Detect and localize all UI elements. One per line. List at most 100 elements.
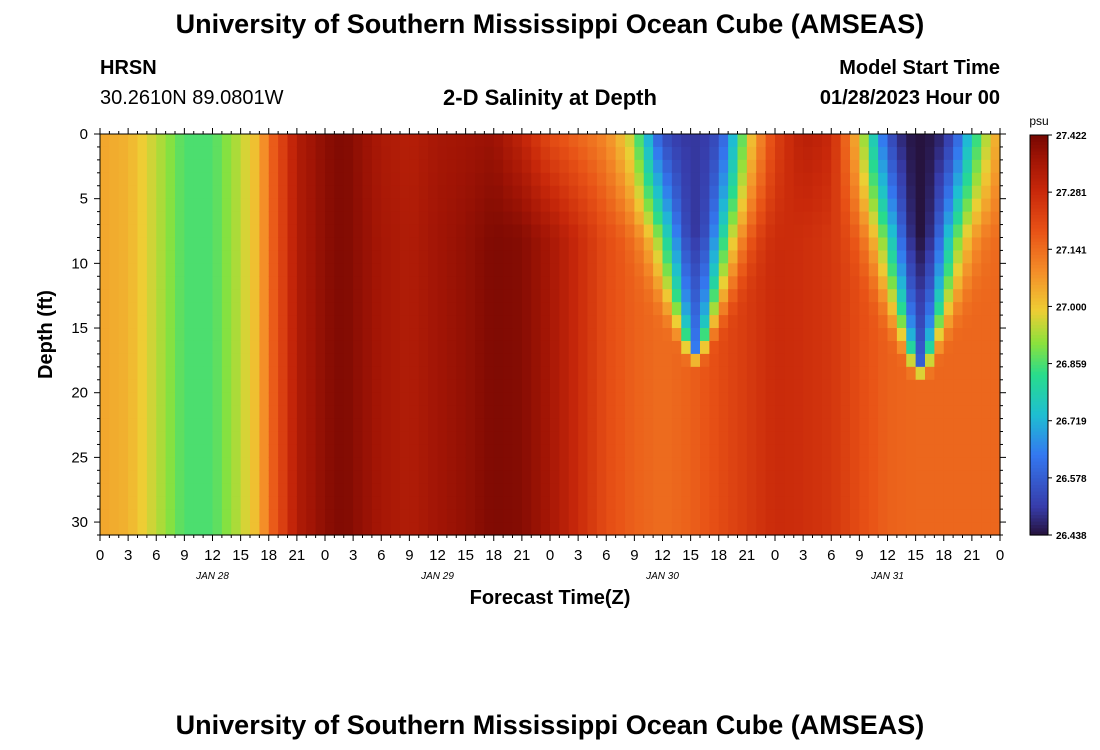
heatmap-cell [775, 198, 785, 213]
heatmap-cell [765, 509, 776, 523]
heatmap-cell [709, 328, 720, 342]
heatmap-cell [681, 250, 692, 264]
heatmap-cell [137, 444, 148, 458]
heatmap-cell [306, 444, 317, 458]
heatmap-cell [381, 379, 392, 394]
heatmap-cell [962, 237, 973, 252]
heatmap-cell [690, 366, 701, 381]
heatmap-cell [306, 379, 317, 394]
heatmap-cell [915, 470, 926, 484]
heatmap-cell [859, 224, 870, 239]
heatmap-cell [981, 483, 992, 497]
heatmap-cell [315, 134, 326, 148]
heatmap-cell [943, 289, 954, 303]
heatmap-cell [353, 340, 364, 355]
colorbar-segment [1030, 375, 1048, 379]
heatmap-cell [934, 522, 945, 536]
heatmap-cell [681, 315, 692, 329]
heatmap-cell [371, 289, 382, 303]
heatmap-cell [737, 276, 748, 290]
heatmap-cell [221, 289, 232, 303]
x-tick-label: 6 [602, 547, 610, 564]
heatmap-cell [128, 366, 139, 381]
heatmap-cell [334, 379, 345, 394]
heatmap-cell [484, 340, 495, 355]
heatmap-cell [962, 211, 973, 226]
heatmap-cell [100, 211, 110, 226]
heatmap-cell [784, 185, 795, 200]
heatmap-cell [409, 340, 420, 355]
heatmap-cell [475, 198, 485, 213]
heatmap-cell [690, 444, 701, 458]
heatmap-cell [606, 392, 617, 407]
heatmap-cell [437, 146, 448, 161]
heatmap-cell [568, 302, 579, 316]
heatmap-cell [475, 211, 485, 226]
heatmap-cell [878, 444, 889, 458]
heatmap-cell [250, 366, 260, 381]
heatmap-cell [156, 366, 167, 381]
heatmap-cell [184, 289, 195, 303]
heatmap-cell [493, 211, 504, 226]
heatmap-cell [315, 366, 326, 381]
heatmap-cell [906, 302, 917, 316]
heatmap-cell [268, 172, 279, 187]
heatmap-cell [662, 522, 673, 536]
heatmap-cell [100, 302, 110, 316]
heatmap-cell [128, 496, 139, 510]
heatmap-cell [550, 211, 560, 226]
heatmap-cell [231, 159, 242, 174]
heatmap-cell [615, 289, 626, 303]
heatmap-cell [868, 250, 879, 264]
heatmap-cell [390, 198, 401, 213]
heatmap-cell [353, 289, 364, 303]
heatmap-cell [615, 276, 626, 290]
heatmap-cell [221, 185, 232, 200]
heatmap-cell [943, 353, 954, 368]
heatmap-cell [643, 522, 654, 536]
heatmap-cell [615, 483, 626, 497]
heatmap-cell [296, 392, 307, 407]
heatmap-cell [765, 444, 776, 458]
heatmap-cell [343, 379, 354, 394]
heatmap-cell [296, 483, 307, 497]
heatmap-cell [662, 431, 673, 446]
heatmap-cell [175, 146, 185, 161]
heatmap-cell [971, 509, 982, 523]
heatmap-cell [137, 237, 148, 252]
heatmap-cell [625, 405, 635, 420]
heatmap-cell [953, 250, 964, 264]
heatmap-cell [296, 134, 307, 148]
heatmap-cell [990, 366, 1001, 381]
heatmap-cell [896, 159, 907, 174]
heatmap-cell [128, 172, 139, 187]
heatmap-cell [700, 159, 710, 174]
heatmap-cell [437, 211, 448, 226]
heatmap-cell [493, 159, 504, 174]
heatmap-cell [203, 444, 214, 458]
heatmap-cell [446, 418, 457, 433]
heatmap-cell [831, 276, 842, 290]
heatmap-cell [803, 328, 814, 342]
heatmap-cell [868, 340, 879, 355]
heatmap-cell [746, 457, 757, 471]
heatmap-cell [118, 263, 129, 277]
heatmap-cell [662, 224, 673, 239]
heatmap-cell [268, 198, 279, 213]
heatmap-cell [728, 340, 739, 355]
heatmap-cell [306, 211, 317, 226]
heatmap-cell [165, 457, 176, 471]
heatmap-cell [859, 340, 870, 355]
heatmap-cell [371, 366, 382, 381]
heatmap-cell [446, 457, 457, 471]
heatmap-cell [700, 250, 710, 264]
heatmap-cell [221, 134, 232, 148]
heatmap-cell [465, 159, 476, 174]
heatmap-cell [371, 276, 382, 290]
heatmap-cell [915, 185, 926, 200]
heatmap-cell [821, 276, 832, 290]
heatmap-cell [906, 146, 917, 161]
heatmap-cell [840, 483, 851, 497]
heatmap-cell [343, 457, 354, 471]
heatmap-cell [568, 198, 579, 213]
